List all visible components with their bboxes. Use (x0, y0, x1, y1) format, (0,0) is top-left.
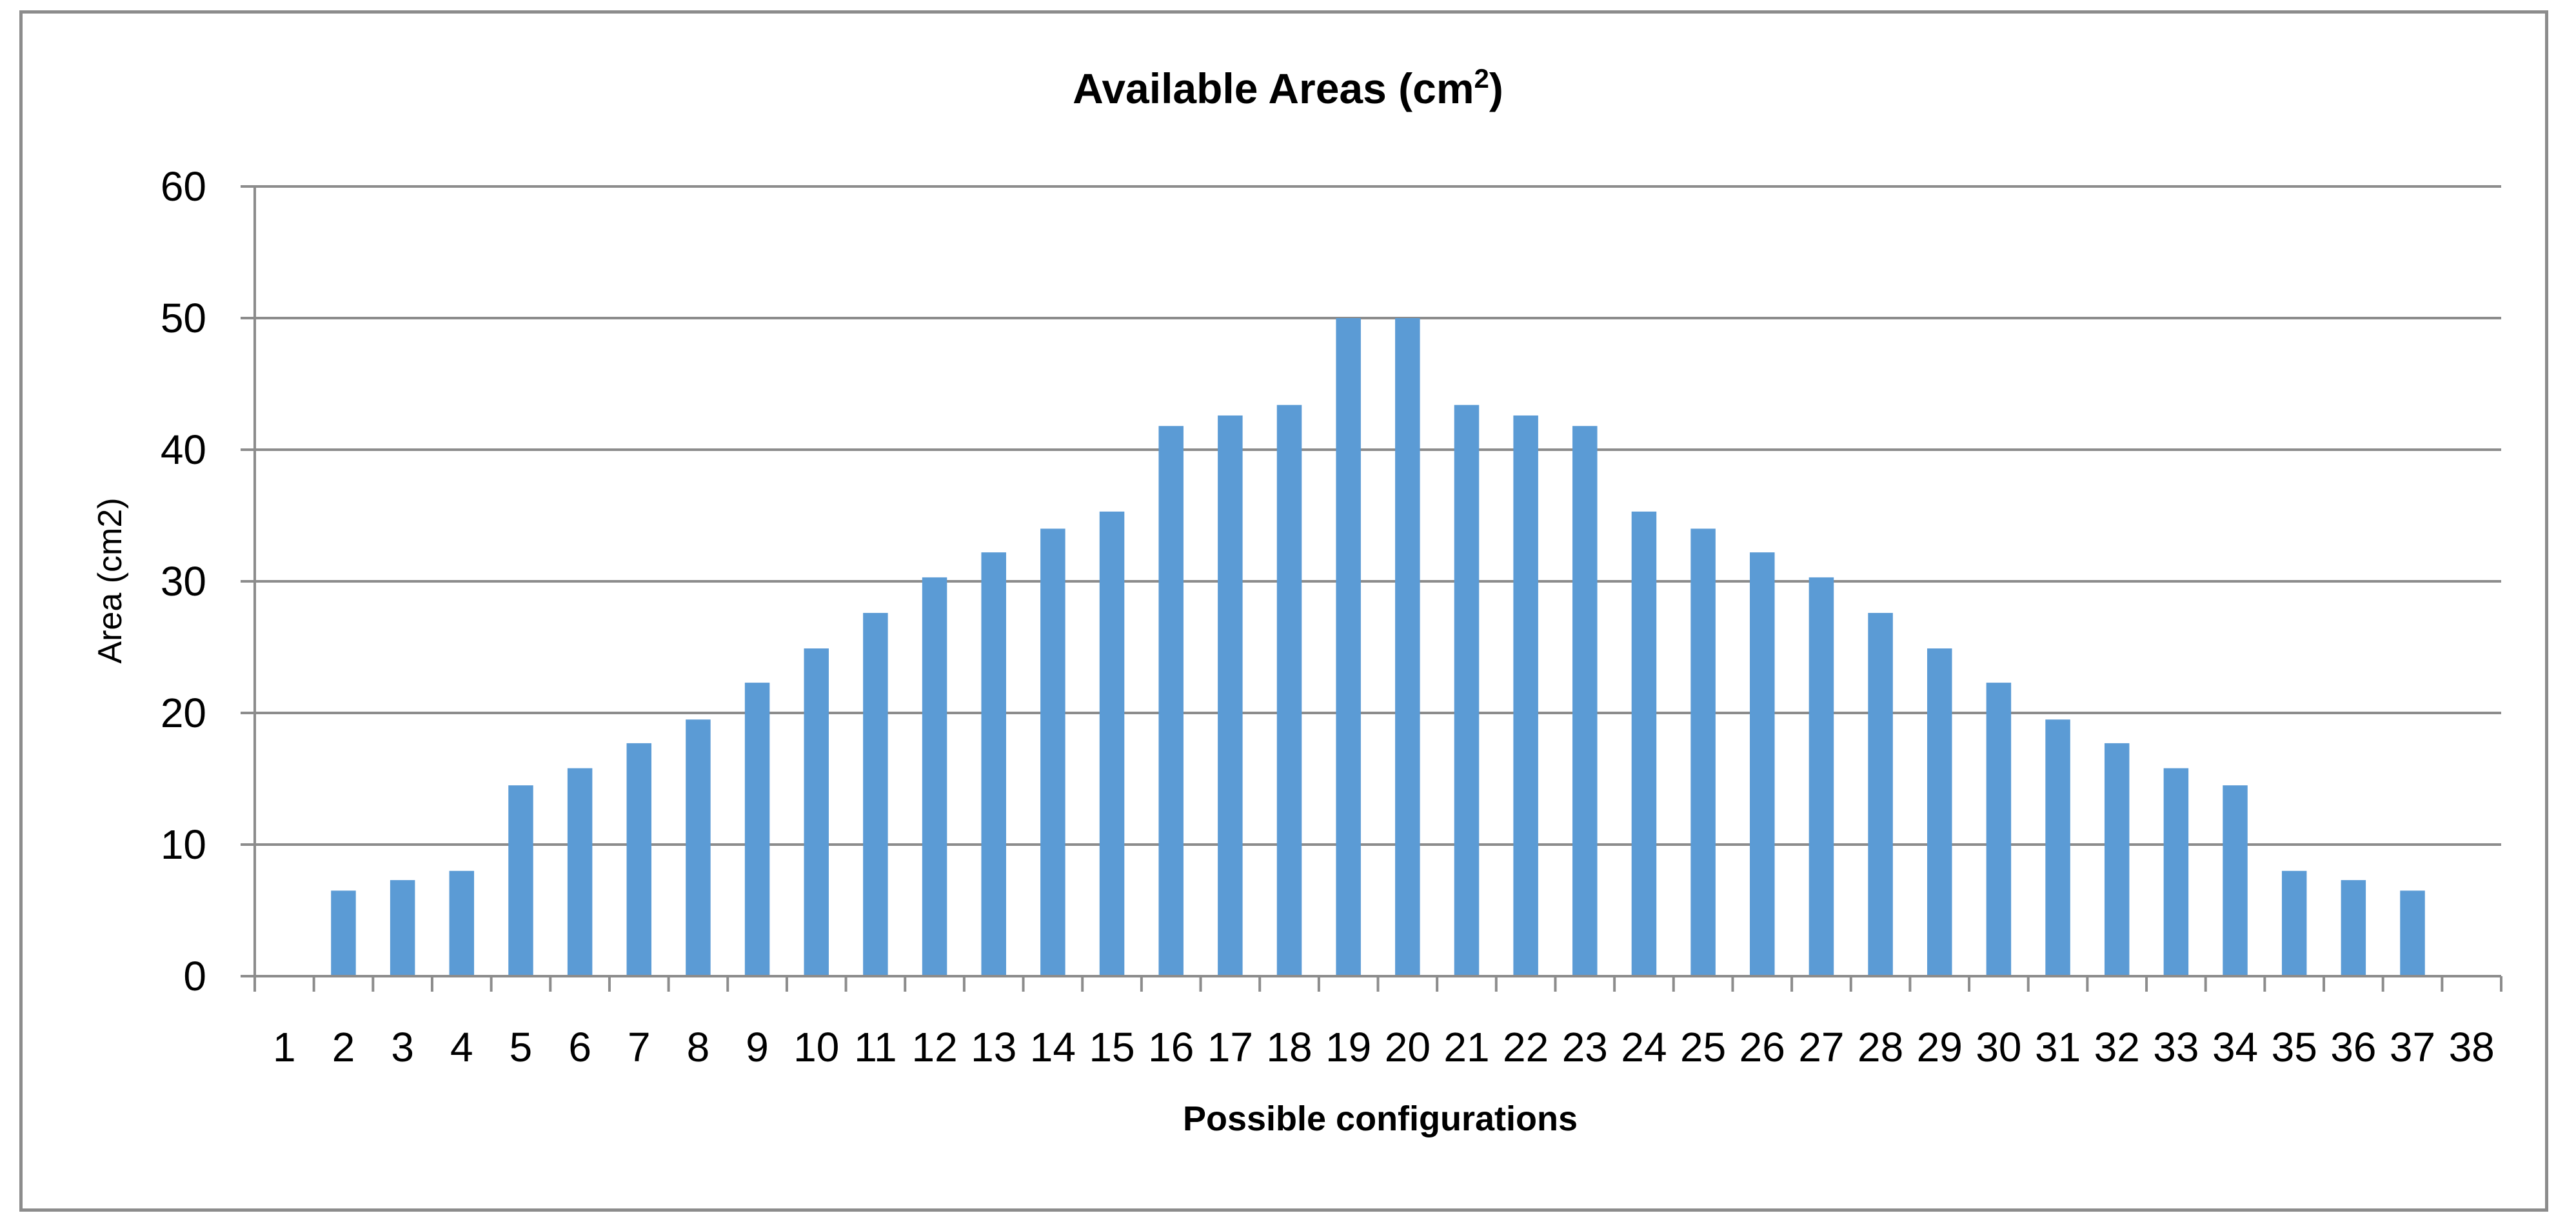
bar-22 (1513, 415, 1538, 976)
bar-31 (2045, 719, 2070, 976)
bar-19 (1336, 318, 1361, 976)
bar-23 (1572, 426, 1598, 976)
x-axis-label: Possible configurations (1183, 1099, 1578, 1138)
bar-6 (567, 768, 593, 976)
y-tick-label: 60 (161, 163, 206, 210)
bar-20 (1395, 318, 1420, 976)
bar-27 (1808, 577, 1834, 976)
x-tick-label: 15 (1089, 1024, 1134, 1070)
x-tick-label: 23 (1562, 1024, 1608, 1070)
x-tick-label: 31 (2035, 1024, 2081, 1070)
x-tick-label: 30 (1976, 1024, 2021, 1070)
x-tick-label: 7 (628, 1024, 651, 1070)
x-tick-label: 17 (1207, 1024, 1253, 1070)
x-tick-label: 38 (2449, 1024, 2495, 1070)
y-tick-label: 30 (161, 558, 206, 605)
bar-24 (1631, 511, 1657, 976)
x-tick-label: 1 (273, 1024, 296, 1070)
bar-9 (744, 683, 770, 976)
x-tick-label: 22 (1503, 1024, 1549, 1070)
bar-16 (1158, 426, 1184, 976)
bar-18 (1276, 405, 1302, 976)
x-tick-label: 33 (2153, 1024, 2199, 1070)
y-tick-label: 50 (161, 295, 206, 341)
y-tick-label: 20 (161, 690, 206, 736)
bar-33 (2163, 768, 2189, 976)
bar-25 (1690, 528, 1716, 976)
y-tick-label: 40 (161, 426, 206, 473)
bar-5 (508, 785, 533, 976)
bar-21 (1454, 405, 1480, 976)
y-tick-label: 0 (183, 953, 206, 999)
bar-17 (1218, 415, 1243, 976)
x-tick-label: 29 (1917, 1024, 1963, 1070)
x-tick-label: 2 (332, 1024, 355, 1070)
bar-29 (1927, 648, 1952, 976)
chart-title: Available Areas (cm2) (1073, 63, 1503, 112)
x-tick-label: 10 (793, 1024, 839, 1070)
x-tick-label: 12 (911, 1024, 957, 1070)
bar-3 (390, 880, 415, 976)
bar-36 (2341, 880, 2366, 976)
x-tick-label: 8 (687, 1024, 710, 1070)
bar-10 (804, 648, 829, 976)
x-tick-label: 4 (450, 1024, 473, 1070)
x-tick-label: 32 (2094, 1024, 2140, 1070)
x-tick-label: 16 (1148, 1024, 1194, 1070)
bar-32 (2104, 743, 2130, 976)
bars (331, 318, 2425, 976)
bar-11 (863, 612, 888, 976)
bar-2 (331, 890, 356, 976)
bar-14 (1040, 528, 1065, 976)
chart-title-main: Available Areas (cm (1073, 65, 1474, 112)
bar-12 (922, 577, 947, 976)
x-tick-label: 21 (1443, 1024, 1489, 1070)
x-tick-label: 28 (1858, 1024, 1903, 1070)
chart-title-superscript: 2 (1474, 63, 1489, 94)
bar-8 (686, 719, 711, 976)
x-tick-label: 5 (510, 1024, 533, 1070)
x-tick-label: 11 (854, 1024, 897, 1070)
x-tick-label: 36 (2330, 1024, 2376, 1070)
y-tick-label: 10 (161, 821, 206, 868)
bar-7 (626, 743, 652, 976)
x-tick-label: 37 (2390, 1024, 2435, 1070)
x-tick-label: 13 (971, 1024, 1016, 1070)
x-tick-label: 14 (1030, 1024, 1076, 1070)
bar-34 (2223, 785, 2248, 976)
x-tick-label: 26 (1739, 1024, 1785, 1070)
x-tick-labels: 1 2 3 4 5 6 7 8 9 10 11 12 13 14 15 16 17 18 19 20 21 22 23 24 2… (273, 1024, 2495, 1070)
x-tick-label: 6 (568, 1024, 591, 1070)
x-tick-label: 3 (391, 1024, 414, 1070)
x-tick-label: 34 (2212, 1024, 2258, 1070)
x-tick-label: 20 (1385, 1024, 1431, 1070)
y-tick-labels: 0 10 20 30 40 50 60 (161, 163, 206, 999)
y-axis-label: Area (cm2) (92, 497, 129, 663)
chart-title-suffix: ) (1489, 65, 1503, 112)
x-tick-label: 25 (1680, 1024, 1726, 1070)
bar-37 (2400, 890, 2425, 976)
x-tick-label: 9 (746, 1024, 769, 1070)
bar-30 (1986, 683, 2012, 976)
bar-13 (981, 552, 1006, 976)
x-tick-label: 19 (1325, 1024, 1371, 1070)
bar-28 (1868, 612, 1893, 976)
bar-15 (1099, 511, 1125, 976)
x-tick-label: 35 (2272, 1024, 2317, 1070)
x-tick-label: 27 (1798, 1024, 1844, 1070)
bar-4 (449, 870, 475, 976)
bar-26 (1750, 552, 1775, 976)
bar-35 (2281, 870, 2307, 976)
x-tick-label: 24 (1621, 1024, 1667, 1070)
x-tick-label: 18 (1266, 1024, 1312, 1070)
axes (253, 186, 2502, 992)
